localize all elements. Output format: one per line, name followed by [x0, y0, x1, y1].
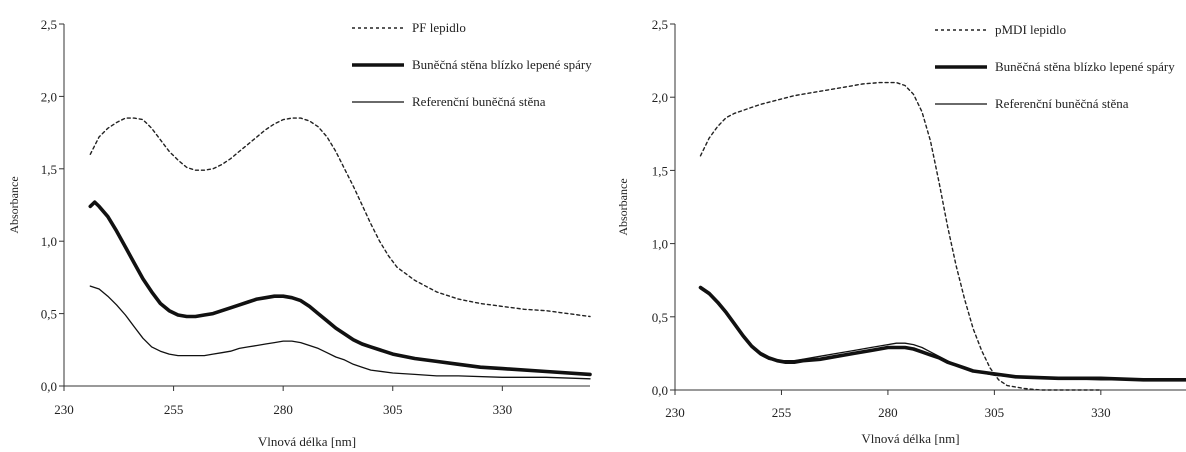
x-tick-label: 305	[383, 402, 403, 417]
legend-label: pMDI lepidlo	[995, 22, 1066, 37]
series-line-thin	[699, 288, 1186, 381]
y-tick-label: 0,5	[652, 310, 668, 325]
x-tick-label: 255	[164, 402, 184, 417]
legend-label: Buněčná stěna blízko lepené spáry	[412, 57, 592, 72]
y-tick-label: 1,5	[652, 163, 668, 178]
x-tick-label: 330	[493, 402, 513, 417]
series-line-dotted	[699, 81, 1102, 391]
x-tick-label: 230	[665, 405, 685, 420]
legend-label: PF lepidlo	[412, 20, 466, 35]
legend-label: Referenční buněčná stěna	[412, 94, 546, 109]
y-axis-label: Absorbance	[616, 178, 630, 235]
x-tick-label: 230	[54, 402, 74, 417]
y-tick-label: 0,5	[41, 307, 57, 322]
x-tick-label: 280	[878, 405, 898, 420]
y-tick-label: 2,0	[652, 90, 668, 105]
series-line-thin	[89, 285, 591, 380]
y-tick-label: 2,5	[652, 17, 668, 32]
y-tick-label: 0,0	[652, 383, 668, 398]
series-line-thick	[88, 200, 592, 377]
legend-label: Referenční buněčná stěna	[995, 96, 1129, 111]
x-axis-label: Vlnová délka [nm]	[861, 431, 959, 446]
series-line-thick	[698, 285, 1186, 382]
series-line-dotted	[89, 117, 591, 318]
y-tick-label: 2,5	[41, 17, 57, 32]
chart-pf: 0,0 0,5 1,0 1,5 2,0 2,5 230 255 280 305 330 Vlnová …	[7, 17, 592, 449]
y-axis-label: Absorbance	[7, 176, 21, 233]
chart-pmdi: 0,0 0,5 1,0 1,5 2,0 2,5 230 255 280 305 330 Vlnová …	[616, 17, 1186, 446]
legend-label: Buněčná stěna blízko lepené spáry	[995, 59, 1175, 74]
x-tick-label: 330	[1091, 405, 1111, 420]
y-tick-label: 2,0	[41, 89, 57, 104]
y-tick-label: 0,0	[41, 379, 57, 394]
y-tick-label: 1,0	[41, 234, 57, 249]
x-axis-label: Vlnová délka [nm]	[258, 434, 356, 449]
x-tick-label: 305	[985, 405, 1005, 420]
x-tick-label: 255	[772, 405, 792, 420]
y-tick-label: 1,0	[652, 237, 668, 252]
x-tick-label: 280	[273, 402, 293, 417]
y-tick-label: 1,5	[41, 162, 57, 177]
